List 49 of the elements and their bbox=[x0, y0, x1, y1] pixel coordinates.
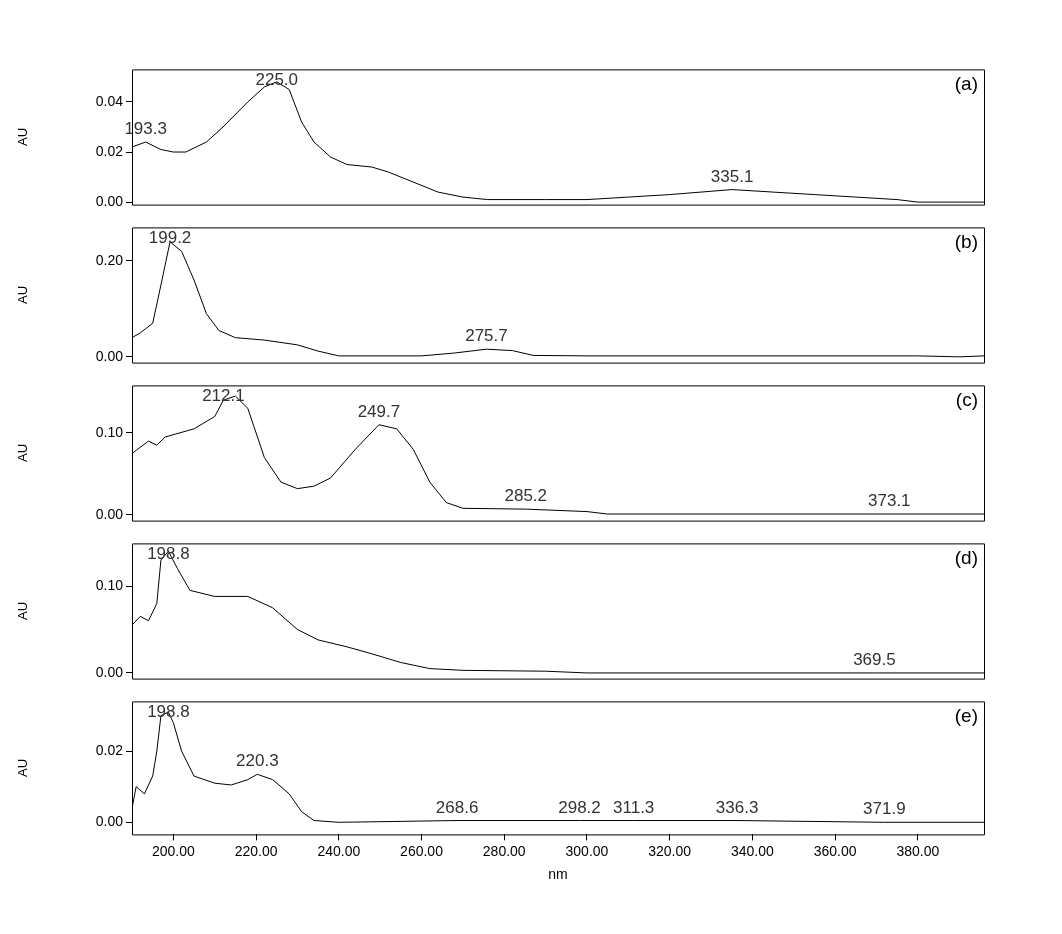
annotation: 285.2 bbox=[504, 486, 548, 506]
annotation: (d) bbox=[954, 547, 978, 569]
x-tick-label: 200.00 bbox=[151, 842, 195, 859]
y-axis-title: AU bbox=[15, 285, 31, 305]
x-tick-label: 300.00 bbox=[565, 842, 609, 859]
x-axis-title: nm bbox=[548, 866, 568, 883]
y-tick-label: 0.20 bbox=[95, 251, 124, 268]
y-axis-title: AU bbox=[15, 601, 31, 621]
y-tick-label: 0.00 bbox=[95, 192, 124, 209]
annotation: 298.2 bbox=[558, 797, 601, 817]
y-tick-label: 0.00 bbox=[95, 347, 124, 364]
x-tick-label: 380.00 bbox=[896, 842, 940, 859]
annotation: 371.9 bbox=[863, 799, 906, 819]
annotation: 275.7 bbox=[465, 326, 508, 346]
y-tick-label: 0.10 bbox=[95, 576, 124, 593]
y-tick-label: 0.02 bbox=[95, 742, 124, 759]
annotation: 212.1 bbox=[202, 385, 245, 405]
y-tick-label: 0.02 bbox=[95, 142, 124, 159]
annotation: 268.6 bbox=[435, 797, 479, 817]
y-tick-label: 0.10 bbox=[95, 423, 124, 440]
annotation: 198.8 bbox=[147, 701, 190, 721]
annotation: 249.7 bbox=[357, 401, 401, 421]
y-tick-label: 0.00 bbox=[95, 813, 124, 830]
x-tick-label: 260.00 bbox=[400, 842, 444, 859]
y-tick-label: 0.00 bbox=[95, 505, 124, 522]
x-tick-label: 240.00 bbox=[317, 842, 361, 859]
annotation: 199.2 bbox=[148, 227, 192, 247]
annotation: 335.1 bbox=[710, 166, 754, 186]
y-tick-label: 0.00 bbox=[95, 663, 124, 680]
y-axis-title: AU bbox=[15, 443, 31, 463]
x-tick-label: 360.00 bbox=[813, 842, 857, 859]
annotation: (c) bbox=[955, 389, 978, 411]
y-axis-title: AU bbox=[15, 127, 31, 147]
x-tick-label: 220.00 bbox=[234, 842, 278, 859]
annotation: 369.5 bbox=[853, 650, 896, 670]
annotation: 220.3 bbox=[236, 751, 279, 771]
annotation: 225.0 bbox=[255, 69, 299, 89]
annotation: (b) bbox=[954, 231, 978, 253]
annotation: (a) bbox=[954, 73, 978, 95]
y-tick-label: 0.04 bbox=[95, 92, 124, 109]
x-tick-label: 280.00 bbox=[482, 842, 526, 859]
annotation: (e) bbox=[954, 705, 978, 727]
y-axis-title: AU bbox=[15, 758, 31, 777]
annotation: 373.1 bbox=[868, 491, 911, 511]
x-tick-label: 340.00 bbox=[730, 842, 775, 859]
x-tick-label: 320.00 bbox=[648, 842, 692, 859]
annotation: 311.3 bbox=[613, 797, 655, 817]
annotation: 336.3 bbox=[715, 797, 759, 817]
annotation: 198.8 bbox=[147, 543, 190, 563]
